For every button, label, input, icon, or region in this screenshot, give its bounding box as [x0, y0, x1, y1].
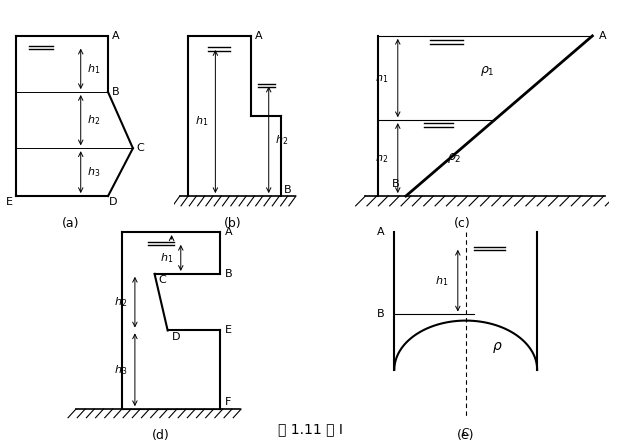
- Text: $h_1$: $h_1$: [160, 251, 173, 265]
- Text: $h_2$: $h_2$: [114, 295, 127, 309]
- Text: $h_3$: $h_3$: [114, 363, 127, 377]
- Text: C: C: [158, 275, 166, 285]
- Text: (c): (c): [455, 217, 471, 230]
- Text: A: A: [255, 31, 262, 41]
- Text: E: E: [6, 198, 12, 207]
- Text: 题 1.11 图 Ⅰ: 题 1.11 图 Ⅰ: [278, 422, 343, 437]
- Text: $\rho_1$: $\rho_1$: [479, 64, 494, 78]
- Text: $h_1$: $h_1$: [435, 274, 448, 288]
- Text: (e): (e): [457, 429, 474, 441]
- Text: D: D: [109, 198, 118, 207]
- Text: A: A: [225, 227, 233, 237]
- Text: A: A: [599, 31, 607, 41]
- Text: B: B: [392, 179, 399, 189]
- Text: B: B: [377, 310, 385, 319]
- Text: E: E: [225, 325, 232, 336]
- Text: (b): (b): [224, 217, 242, 230]
- Text: $\rho$: $\rho$: [492, 340, 503, 355]
- Text: C: C: [137, 143, 144, 153]
- Text: F: F: [225, 396, 232, 407]
- Text: $h_2$: $h_2$: [274, 133, 288, 147]
- Text: A: A: [112, 31, 119, 41]
- Text: $\rho_2$: $\rho_2$: [447, 151, 462, 165]
- Text: B: B: [284, 185, 292, 195]
- Text: $h_3$: $h_3$: [87, 165, 100, 179]
- Text: $h_1$: $h_1$: [374, 71, 388, 85]
- Text: $h_1$: $h_1$: [87, 62, 100, 76]
- Text: $h_2$: $h_2$: [87, 113, 100, 127]
- Text: C: C: [462, 428, 469, 437]
- Text: (d): (d): [152, 429, 170, 441]
- Text: B: B: [225, 269, 233, 279]
- Text: $h_2$: $h_2$: [375, 151, 388, 165]
- Text: A: A: [377, 227, 385, 237]
- Text: D: D: [171, 332, 180, 342]
- Text: B: B: [112, 87, 119, 97]
- Text: $h_1$: $h_1$: [195, 115, 208, 128]
- Text: (a): (a): [62, 217, 79, 230]
